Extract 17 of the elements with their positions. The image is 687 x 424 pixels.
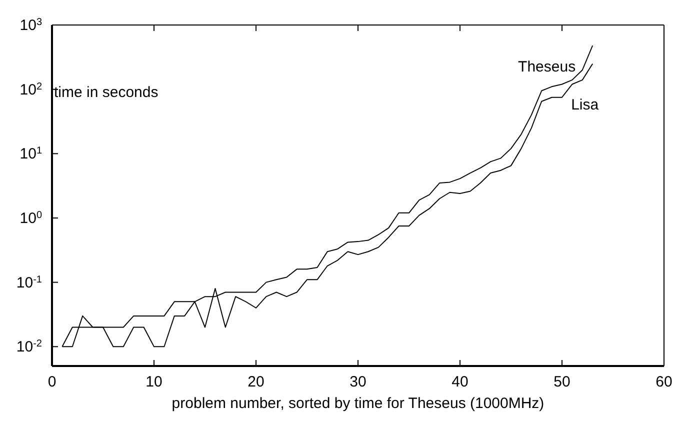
x-tick-label: 50 [554, 374, 570, 391]
x-tick-label: 10 [146, 374, 162, 391]
x-tick-label: 20 [248, 374, 264, 391]
y-tick-label: 10$^{-1}$ [16, 274, 42, 292]
y-tick-label: 10$^{3}$ [20, 16, 42, 34]
x-tick-label: 30 [350, 374, 366, 391]
y-axis-title: time in seconds [54, 84, 158, 101]
y-tick-label: 10$^{1}$ [20, 145, 42, 163]
series-label: Lisa [571, 96, 600, 114]
series-label: Theseus [518, 58, 576, 76]
y-tick-label: 10$^{-2}$ [16, 338, 42, 356]
y-tick-label: 10$^{2}$ [20, 80, 42, 98]
x-tick-label: 60 [656, 374, 672, 391]
x-tick-label: 40 [452, 374, 468, 391]
x-axis-title: problem number, sorted by time for Theseus (1000MHz) [172, 395, 544, 412]
x-tick-label: 0 [48, 374, 56, 391]
y-tick-label: 10$^{0}$ [20, 209, 42, 227]
